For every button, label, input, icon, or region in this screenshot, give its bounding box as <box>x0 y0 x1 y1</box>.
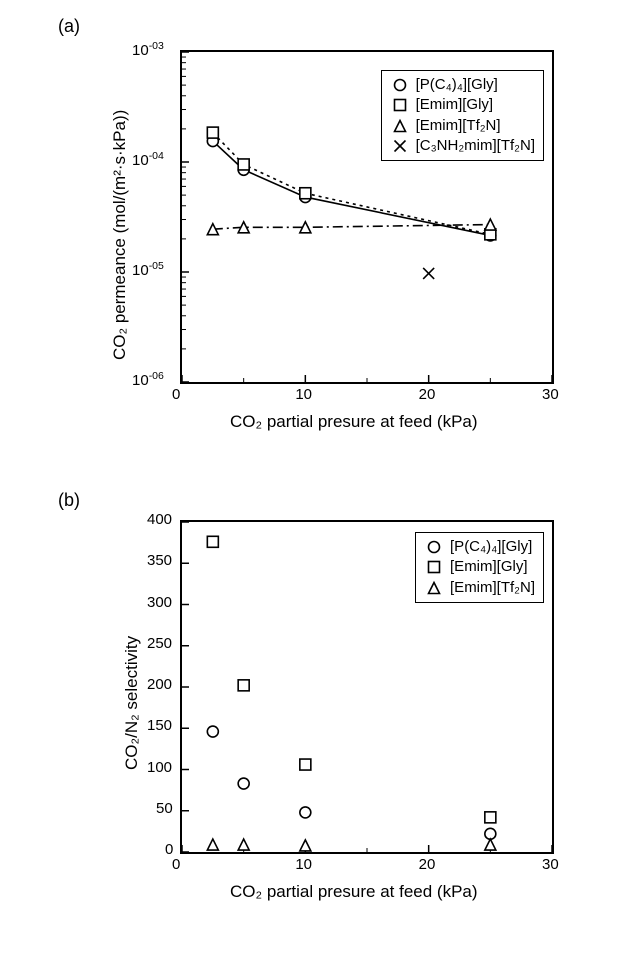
panel-b-label: (b) <box>58 490 80 511</box>
legend-marker <box>424 558 444 576</box>
circle-marker <box>429 542 440 553</box>
square-marker <box>238 159 249 170</box>
panel-a-label: (a) <box>58 16 80 37</box>
chart-a: [P(C₄)₄][Gly][Emim][Gly][Emim][Tf₂N][C₃N… <box>100 40 570 450</box>
xlabel-b: CO₂ partial presure at feed (kPa) <box>230 882 478 902</box>
xtick-label: 20 <box>419 856 436 873</box>
x-marker <box>394 140 405 151</box>
xtick-label: 30 <box>542 856 559 873</box>
legend-marker <box>424 579 444 597</box>
circle-marker <box>238 778 249 789</box>
square-marker <box>207 536 218 547</box>
legend-row: [Emim][Gly] <box>390 95 535 115</box>
x-marker <box>423 268 434 279</box>
square-marker <box>207 127 218 138</box>
circle-marker <box>207 726 218 737</box>
ytick-label: 0 <box>165 841 173 858</box>
xtick-label: 10 <box>295 386 312 403</box>
legend-marker <box>390 117 410 135</box>
square-marker <box>300 188 311 199</box>
legend-label: [P(C₄)₄][Gly] <box>450 537 532 557</box>
triangle-marker <box>485 219 496 230</box>
xtick-label: 0 <box>172 856 180 873</box>
plot-area-a: [P(C₄)₄][Gly][Emim][Gly][Emim][Tf₂N][C₃N… <box>180 50 554 384</box>
square-marker <box>300 759 311 770</box>
legend-row: [P(C₄)₄][Gly] <box>390 75 535 95</box>
legend-row: [Emim][Gly] <box>424 557 535 577</box>
legend-marker <box>390 76 410 94</box>
triangle-marker <box>238 839 249 850</box>
square-marker <box>429 562 440 573</box>
ytick-label: 50 <box>156 800 173 817</box>
xtick-label: 0 <box>172 386 180 403</box>
triangle-marker <box>394 120 405 131</box>
legend-label: [P(C₄)₄][Gly] <box>416 75 498 95</box>
legend-label: [Emim][Tf₂N] <box>450 578 535 598</box>
ytick-label: 10-04 <box>132 150 164 169</box>
ytick-label: 10-03 <box>132 40 164 59</box>
ytick-label: 150 <box>147 717 172 734</box>
xtick-label: 20 <box>419 386 436 403</box>
ytick-label: 350 <box>147 552 172 569</box>
ylabel-b: CO₂/N₂ selectivity <box>122 636 142 770</box>
ylabel-a: CO₂ permeance (mol/(m²·s·kPa)) <box>110 110 130 360</box>
ytick-label: 400 <box>147 511 172 528</box>
legend-marker <box>390 137 410 155</box>
triangle-marker <box>207 839 218 850</box>
triangle-marker <box>485 839 496 850</box>
triangle-marker <box>429 582 440 593</box>
chart-b: [P(C₄)₄][Gly][Emim][Gly][Emim][Tf₂N] CO₂… <box>100 510 570 920</box>
ytick-label: 100 <box>147 759 172 776</box>
legend-marker <box>390 96 410 114</box>
ytick-label: 300 <box>147 594 172 611</box>
legend-label: [Emim][Tf₂N] <box>416 116 501 136</box>
circle-marker <box>300 807 311 818</box>
ytick-label: 10-05 <box>132 260 164 279</box>
legend-label: [C₃NH₂mim][Tf₂N] <box>416 136 535 156</box>
legend-label: [Emim][Gly] <box>450 557 528 577</box>
legend-row: [Emim][Tf₂N] <box>390 116 535 136</box>
legend-a: [P(C₄)₄][Gly][Emim][Gly][Emim][Tf₂N][C₃N… <box>381 70 544 161</box>
xlabel-a: CO₂ partial presure at feed (kPa) <box>230 412 478 432</box>
legend-row: [Emim][Tf₂N] <box>424 578 535 598</box>
legend-row: [C₃NH₂mim][Tf₂N] <box>390 136 535 156</box>
legend-label: [Emim][Gly] <box>416 95 494 115</box>
xtick-label: 10 <box>295 856 312 873</box>
legend-b: [P(C₄)₄][Gly][Emim][Gly][Emim][Tf₂N] <box>415 532 544 603</box>
legend-row: [P(C₄)₄][Gly] <box>424 537 535 557</box>
plot-area-b: [P(C₄)₄][Gly][Emim][Gly][Emim][Tf₂N] <box>180 520 554 854</box>
xtick-label: 30 <box>542 386 559 403</box>
square-marker <box>485 812 496 823</box>
ytick-label: 200 <box>147 676 172 693</box>
circle-marker <box>394 80 405 91</box>
triangle-marker <box>300 840 311 851</box>
legend-marker <box>424 538 444 556</box>
square-marker <box>394 100 405 111</box>
ytick-label: 250 <box>147 635 172 652</box>
square-marker <box>238 680 249 691</box>
ytick-label: 10-06 <box>132 370 164 389</box>
